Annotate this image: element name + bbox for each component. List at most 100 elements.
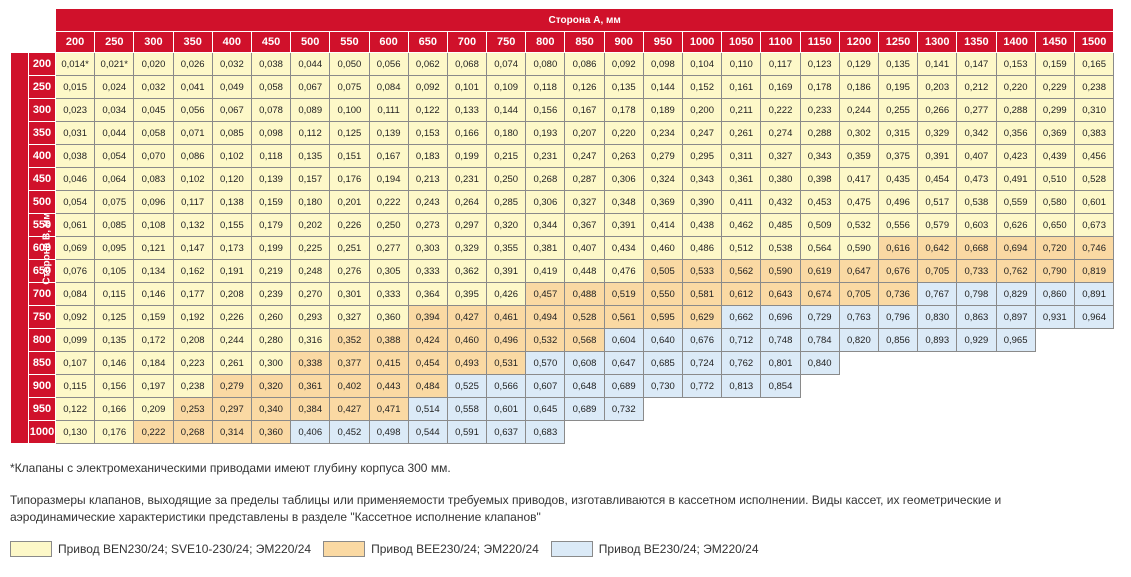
- table-cell: 0,076: [54, 259, 96, 283]
- table-cell: 0,729: [799, 305, 840, 329]
- column-header: 1000: [681, 31, 723, 53]
- table-cell: 0,260: [250, 305, 292, 329]
- table-cell: 0,796: [877, 305, 919, 329]
- table-cell: 0,384: [290, 397, 331, 421]
- table-cell: 0,086: [172, 144, 213, 168]
- table-cell: 0,172: [133, 328, 174, 352]
- column-header: 1150: [799, 31, 840, 53]
- table-cell: 0,225: [290, 236, 331, 260]
- table-cell: 0,070: [133, 144, 174, 168]
- table-cell: 0,689: [603, 374, 644, 398]
- table-cell: 0,460: [446, 328, 488, 352]
- row-header: 200: [28, 52, 56, 76]
- table-cell: 0,089: [290, 98, 331, 122]
- table-cell: 0,830: [917, 305, 958, 329]
- column-header: 400: [211, 31, 252, 53]
- table-cell: 0,108: [133, 213, 174, 237]
- table-cell: 0,197: [133, 374, 174, 398]
- table-cell: 0,603: [956, 213, 997, 237]
- table-cell: 0,685: [642, 351, 684, 375]
- table-cell: 0,244: [211, 328, 252, 352]
- column-header: 600: [368, 31, 409, 53]
- column-header: 1300: [917, 31, 958, 53]
- table-row: 900 0,115 0,156 0,197 0,238 0,279 0,320 0,361 0,…: [11, 374, 1114, 398]
- empty-cell: [643, 420, 683, 444]
- table-cell: 0,517: [917, 190, 958, 214]
- table-cell: 0,046: [54, 167, 96, 191]
- table-row: 1000 0,130 0,176 0,222 0,268 0,314 0,360 0,406 0…: [11, 420, 1114, 444]
- table-cell: 0,494: [525, 305, 566, 329]
- table-row: 650 0,076 0,105 0,134 0,162 0,191 0,219 0,248 0,…: [11, 259, 1115, 283]
- table-cell: 0,102: [211, 144, 252, 168]
- table-cell: 0,361: [290, 374, 331, 398]
- table-cell: 0,243: [407, 190, 448, 214]
- table-cell: 0,084: [368, 75, 409, 99]
- table-cell: 0,222: [368, 190, 409, 214]
- column-header: 750: [486, 31, 527, 53]
- empty-cell: [917, 397, 957, 421]
- table-cell: 0,211: [721, 98, 762, 122]
- table-cell: 0,044: [290, 52, 331, 76]
- table-cell: 0,333: [368, 282, 409, 306]
- empty-cell: [839, 351, 879, 375]
- table-cell: 0,689: [564, 397, 605, 421]
- column-header: 850: [564, 31, 605, 53]
- table-row: 950 0,122 0,166 0,209 0,253 0,297 0,340 0,384 0,…: [11, 397, 1114, 421]
- column-header: 1400: [995, 31, 1036, 53]
- table-cell: 0,104: [681, 52, 723, 76]
- table-cell: 0,095: [94, 236, 135, 260]
- table-cell: 0,213: [407, 167, 448, 191]
- table-cell: 0,329: [446, 236, 488, 260]
- table-cell: 0,893: [917, 328, 958, 352]
- table-cell: 0,514: [407, 397, 448, 421]
- table-cell: 0,352: [329, 328, 370, 352]
- column-header: 1250: [877, 31, 919, 53]
- table-cell: 0,153: [995, 52, 1036, 76]
- table-cell: 0,300: [250, 351, 292, 375]
- table-cell: 0,493: [446, 351, 488, 375]
- table-cell: 0,581: [681, 282, 723, 306]
- table-cell: 0,338: [290, 351, 331, 375]
- table-cell: 0,041: [172, 75, 213, 99]
- table-cell: 0,590: [838, 236, 879, 260]
- empty-cell: [604, 420, 644, 444]
- table-cell: 0,434: [603, 236, 644, 260]
- table-cell: 0,247: [681, 121, 723, 145]
- side-b-label: Сторона В, мм: [41, 211, 53, 285]
- table-cell: 0,277: [368, 236, 409, 260]
- empty-cell: [917, 351, 957, 375]
- table-row: 550 0,061 0,085 0,108 0,132 0,155 0,179 0,202 0,…: [11, 213, 1115, 237]
- table-cell: 0,038: [250, 52, 292, 76]
- table-cell: 0,391: [917, 144, 958, 168]
- empty-cell: [643, 397, 683, 421]
- table-cell: 0,092: [54, 305, 96, 329]
- empty-cell: [760, 420, 801, 444]
- row-header: 400: [28, 144, 56, 168]
- table-cell: 0,180: [290, 190, 331, 214]
- table-cell: 0,736: [877, 282, 919, 306]
- empty-cell: [721, 420, 761, 444]
- empty-cell: [839, 374, 879, 398]
- table-cell: 0,705: [917, 259, 958, 283]
- empty-cell: [1074, 397, 1114, 421]
- table-cell: 0,126: [564, 75, 605, 99]
- table-cell: 0,642: [917, 236, 958, 260]
- table-cell: 0,152: [681, 75, 723, 99]
- table-cell: 0,476: [603, 259, 644, 283]
- table-cell: 0,801: [760, 351, 801, 375]
- row-header: 350: [28, 121, 56, 145]
- empty-cell: [996, 374, 1036, 398]
- table-cell: 0,288: [995, 98, 1036, 122]
- table-cell: 0,533: [681, 259, 723, 283]
- table-cell: 0,222: [133, 420, 174, 444]
- table-cell: 0,080: [525, 52, 566, 76]
- table-cell: 0,438: [681, 213, 723, 237]
- row-header: 250: [28, 75, 56, 99]
- table-cell: 0,092: [603, 52, 644, 76]
- legend-label-blue: Привод BE230/24; ЭМ220/24: [598, 542, 759, 556]
- table-cell: 0,071: [172, 121, 213, 145]
- column-header: 500: [290, 31, 331, 53]
- table-cell: 0,062: [407, 52, 448, 76]
- table-cell: 0,123: [799, 52, 840, 76]
- table-cell: 0,473: [956, 167, 997, 191]
